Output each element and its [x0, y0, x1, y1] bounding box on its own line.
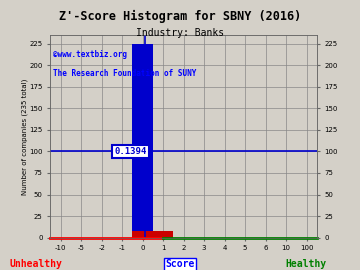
Bar	[132, 231, 153, 238]
Bar	[153, 231, 174, 238]
Text: Industry: Banks: Industry: Banks	[136, 28, 224, 38]
Bar	[132, 44, 153, 238]
Text: The Research Foundation of SUNY: The Research Foundation of SUNY	[53, 69, 197, 77]
Text: Score: Score	[165, 259, 195, 269]
Text: 0.1394: 0.1394	[115, 147, 147, 156]
Text: Healthy: Healthy	[285, 259, 327, 269]
Y-axis label: Number of companies (235 total): Number of companies (235 total)	[21, 78, 28, 195]
Text: Z'-Score Histogram for SBNY (2016): Z'-Score Histogram for SBNY (2016)	[59, 9, 301, 22]
Text: Unhealthy: Unhealthy	[10, 259, 62, 269]
Text: ©www.textbiz.org: ©www.textbiz.org	[53, 50, 127, 59]
